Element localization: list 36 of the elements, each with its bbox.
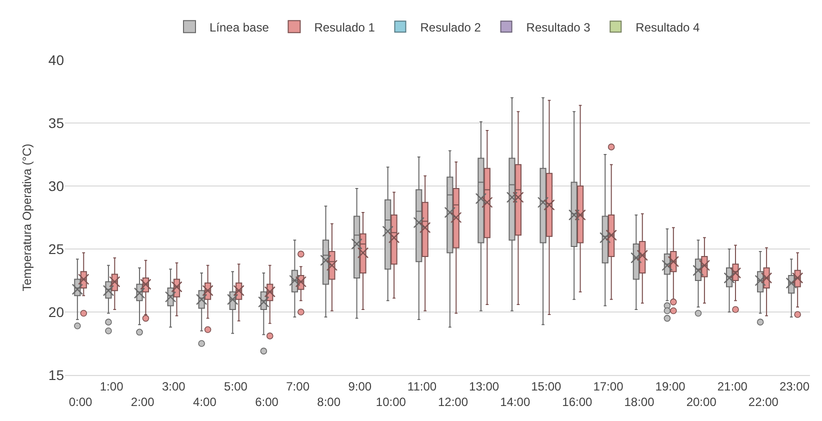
x-tick-label: 11:00 bbox=[407, 379, 437, 394]
legend-label: Resultado 4 bbox=[636, 20, 700, 34]
x-tick-label: 9:00 bbox=[348, 379, 372, 394]
x-tick-label: 21:00 bbox=[717, 379, 748, 394]
x-tick-label: 20:00 bbox=[686, 395, 717, 409]
x-tick-label: 3:00 bbox=[162, 379, 186, 394]
x-tick-label: 18:00 bbox=[624, 395, 655, 409]
legend-label: Resulado 2 bbox=[420, 20, 482, 34]
x-tick-label: 7:00 bbox=[286, 379, 310, 394]
legend-label: Resultado 3 bbox=[526, 20, 591, 34]
x-tick-label: 16:00 bbox=[562, 395, 593, 409]
x-tick-label: 19:00 bbox=[655, 379, 686, 394]
x-tick-label: 6:00 bbox=[255, 395, 279, 409]
y-tick-label: 35 bbox=[48, 114, 64, 131]
x-tick-label: 13:00 bbox=[469, 379, 500, 394]
y-tick-label: 15 bbox=[48, 366, 64, 383]
y-tick-label: 25 bbox=[48, 240, 64, 257]
x-tick-label: 1:00 bbox=[100, 379, 124, 394]
x-tick-label: 15:00 bbox=[531, 379, 562, 394]
x-tick-label: 14:00 bbox=[500, 395, 530, 409]
x-tick-label: 12:00 bbox=[438, 395, 468, 409]
y-tick-label: 30 bbox=[48, 178, 64, 194]
x-tick-label: 8:00 bbox=[317, 395, 341, 409]
legend-label: Resulado 1 bbox=[314, 20, 376, 34]
y-axis-title: Temperatura Operativa (°C) bbox=[20, 144, 34, 292]
x-tick-label: 10:00 bbox=[376, 395, 406, 409]
legend-label: Línea base bbox=[210, 20, 270, 34]
x-tick-label: 2:00 bbox=[130, 395, 155, 409]
x-tick-label: 17:00 bbox=[593, 379, 624, 394]
x-tick-label: 5:00 bbox=[224, 379, 248, 394]
y-tick-label: 20 bbox=[48, 304, 64, 320]
x-tick-label: 4:00 bbox=[193, 395, 217, 409]
x-tick-label: 23:00 bbox=[779, 379, 810, 394]
x-tick-label: 22:00 bbox=[748, 395, 779, 409]
y-tick-label: 40 bbox=[48, 52, 64, 68]
x-tick-label: 0:00 bbox=[68, 395, 93, 409]
